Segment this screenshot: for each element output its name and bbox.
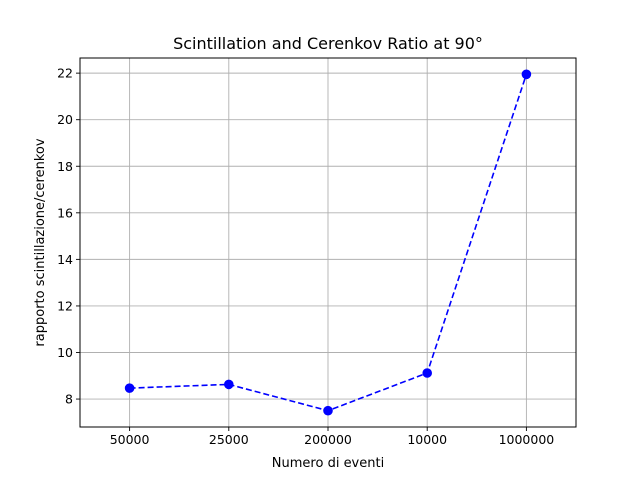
- y-axis-label: rapporto scintillazione/cerenkov: [33, 138, 48, 346]
- y-tick-label: 18: [57, 159, 73, 174]
- y-tick-label: 22: [57, 66, 73, 81]
- data-point: [323, 405, 333, 416]
- x-tick-label: 50000: [110, 432, 150, 447]
- data-point: [521, 69, 532, 80]
- data-point: [124, 383, 135, 393]
- x-tick-label: 1000000: [499, 432, 555, 447]
- y-tick-label: 10: [57, 345, 73, 360]
- y-tick-label: 12: [57, 298, 73, 313]
- y-tick-label: 8: [65, 392, 73, 407]
- x-tick-label: 25000: [209, 432, 249, 447]
- ticks: 50000 25000 200000 10000 1000000 8 10 12 14 16 18 2…: [57, 66, 554, 447]
- y-tick-label: 20: [57, 112, 73, 127]
- data-point: [224, 379, 234, 390]
- x-tick-label: 10000: [407, 432, 447, 447]
- y-tick-label: 14: [57, 252, 73, 267]
- y-tick-label: 16: [57, 205, 73, 220]
- x-axis-label: Numero di eventi: [272, 456, 384, 471]
- x-tick-label: 200000: [304, 432, 352, 447]
- data-point: [422, 368, 433, 378]
- grid: [80, 58, 576, 427]
- chart-title: Scintillation and Cerenkov Ratio at 90°: [173, 34, 483, 53]
- series-layer: [124, 69, 532, 416]
